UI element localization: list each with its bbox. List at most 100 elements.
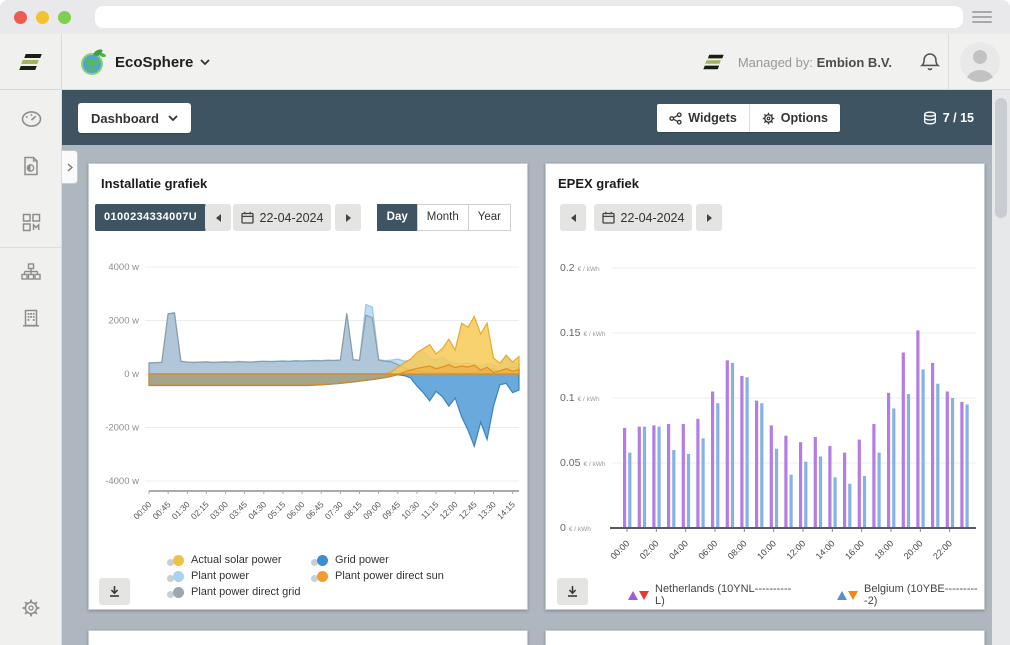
svg-text:06:00: 06:00 <box>284 499 306 521</box>
chevron-down-icon <box>168 115 178 121</box>
window-zoom-button[interactable] <box>58 11 71 24</box>
svg-text:12:45: 12:45 <box>457 499 479 521</box>
svg-text:10:00: 10:00 <box>755 538 778 561</box>
navbar: Dashboard Widgets <box>62 90 992 145</box>
brand-menu[interactable]: EcoSphere <box>78 34 211 90</box>
svg-text:18:00: 18:00 <box>872 538 895 561</box>
epex-panel: EPEX grafiek 22-04-2024 0.2 € / kWh 0.15 € … <box>545 163 985 610</box>
installatie-download-button[interactable] <box>99 578 130 605</box>
scrollbar-thumb[interactable] <box>995 98 1007 218</box>
epex-next-date-button[interactable] <box>696 204 722 231</box>
report-document-icon <box>24 156 38 176</box>
embion-mini-logo-icon <box>703 54 724 70</box>
svg-text:13:30: 13:30 <box>476 499 498 521</box>
browser-url-bar[interactable] <box>95 6 963 28</box>
browser-menu-icon[interactable] <box>972 11 992 23</box>
range-tab-month[interactable]: Month <box>416 204 469 231</box>
window-minimize-button[interactable] <box>36 11 49 24</box>
sidebar-item-reports[interactable] <box>19 154 43 178</box>
svg-text:0€ / kWh: 0 € / kWh <box>560 522 591 534</box>
sidebar-item-widgets[interactable] <box>19 210 43 234</box>
sidebar-divider <box>0 247 61 248</box>
svg-text:2000 w: 2000 w <box>108 316 139 327</box>
range-toggle: Day Month Year <box>376 204 511 231</box>
epex-bar-chart: 0.2 € / kWh 0.15 € / kWh 0.1 € / kWh 0.05 € / k… <box>560 262 976 561</box>
svg-text:0.15€ / kWh: 0.15 € / kWh <box>560 327 606 339</box>
widgets-share-icon <box>669 111 682 125</box>
svg-text:12:00: 12:00 <box>438 499 460 521</box>
svg-text:04:30: 04:30 <box>246 499 268 521</box>
installatie-prev-date-button[interactable] <box>205 204 231 231</box>
sidebar-item-sitemap[interactable] <box>19 260 43 284</box>
dashboard-selector-label: Dashboard <box>91 110 159 126</box>
svg-text:02:15: 02:15 <box>189 499 211 521</box>
ecosphere-logo-icon <box>81 49 106 75</box>
dashboard-selector[interactable]: Dashboard <box>78 103 191 133</box>
device-id-badge[interactable]: 0100234334007U <box>95 204 207 231</box>
layers-stack-icon <box>923 111 936 125</box>
chevron-right-icon <box>67 162 73 172</box>
svg-text:07:30: 07:30 <box>323 499 345 521</box>
options-button-label: Options <box>780 111 828 125</box>
legend-item: Actual solar power <box>167 554 300 566</box>
sidebar-item-dashboard[interactable] <box>19 106 43 130</box>
settings-gear-icon <box>22 599 40 617</box>
installatie-legend-col1: Actual solar power Plant power Plant power… <box>167 554 300 602</box>
chevron-down-icon <box>200 59 211 65</box>
avatar <box>959 41 1000 82</box>
notifications-bell-icon[interactable] <box>920 52 940 72</box>
managed-by-text: Managed by: Embion B.V. <box>737 54 892 70</box>
installatie-next-date-button[interactable] <box>335 204 361 231</box>
sidebar-item-settings[interactable] <box>19 596 43 620</box>
widgets-button[interactable]: Widgets <box>657 104 749 132</box>
legend-item: Plant power <box>167 570 300 582</box>
legend-marker-icon <box>167 554 184 566</box>
window-close-button[interactable] <box>14 11 27 24</box>
triangle-left-icon <box>215 213 221 222</box>
widgets-grid-icon <box>22 213 41 232</box>
sidebar-brand-logo[interactable] <box>0 34 61 90</box>
bottom-left-panel-stub <box>88 630 528 645</box>
options-button[interactable]: Options <box>748 104 840 132</box>
scrollbar[interactable] <box>992 90 1010 645</box>
svg-text:-4000 w: -4000 w <box>105 476 139 487</box>
svg-text:16:00: 16:00 <box>843 538 866 561</box>
epex-date-picker[interactable]: 22-04-2024 <box>594 204 692 231</box>
svg-text:12:00: 12:00 <box>784 538 807 561</box>
installatie-panel: Installatie grafiek 0100234334007U 22-04… <box>88 163 528 610</box>
svg-text:09:00: 09:00 <box>361 499 383 521</box>
svg-text:0.1€ / kWh: 0.1 € / kWh <box>560 392 600 404</box>
legend-item-label: Plant power <box>191 570 250 582</box>
dashboard-content: Installatie grafiek 0100234334007U 22-04… <box>62 145 992 645</box>
svg-text:0.2€ / kWh: 0.2 € / kWh <box>560 262 600 274</box>
legend-marker-icon <box>311 554 328 566</box>
svg-text:22:00: 22:00 <box>931 538 954 561</box>
epex-download-button[interactable] <box>557 578 588 605</box>
range-tab-day[interactable]: Day <box>376 204 418 231</box>
range-tab-year[interactable]: Year <box>467 204 511 231</box>
legend-marker-icon <box>167 570 184 582</box>
epex-legend: Netherlands (10YNL----------L) Belgium (1… <box>628 583 984 607</box>
svg-text:02:00: 02:00 <box>638 538 661 561</box>
svg-text:-2000 w: -2000 w <box>105 423 139 434</box>
user-menu[interactable] <box>948 34 1010 89</box>
epex-legend-label: Netherlands (10YNL----------L) <box>655 583 792 607</box>
svg-text:04:00: 04:00 <box>667 538 690 561</box>
widget-counter-label: 7 / 15 <box>942 111 974 125</box>
download-icon <box>568 586 577 597</box>
svg-text:11:15: 11:15 <box>419 499 441 521</box>
options-gear-icon <box>762 112 775 124</box>
svg-text:06:00: 06:00 <box>696 538 719 561</box>
triangle-right-icon <box>706 213 712 222</box>
installatie-date-picker[interactable]: 22-04-2024 <box>233 204 331 231</box>
svg-text:01:30: 01:30 <box>170 499 192 521</box>
epex-prev-date-button[interactable] <box>560 204 586 231</box>
sidebar-item-buildings[interactable] <box>19 306 43 330</box>
svg-text:4000 w: 4000 w <box>108 262 139 273</box>
legend-item: Grid power <box>311 554 444 566</box>
svg-text:14:00: 14:00 <box>814 538 837 561</box>
triangle-right-icon <box>345 213 351 222</box>
sidebar-expander[interactable] <box>62 150 78 184</box>
svg-text:03:00: 03:00 <box>208 499 230 521</box>
installatie-legend-col2: Grid power Plant power direct sun <box>311 554 444 586</box>
